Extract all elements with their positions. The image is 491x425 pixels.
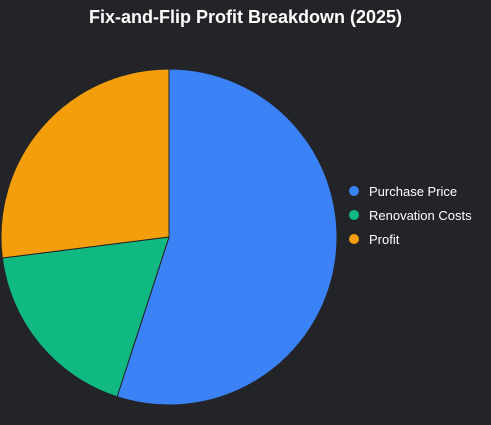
chart-title: Fix-and-Flip Profit Breakdown (2025): [88, 7, 403, 27]
pie-slice-profit: [0, 68, 170, 259]
legend-item-purchase-price: Purchase Price: [349, 179, 472, 203]
legend-swatch: [349, 210, 359, 220]
pie-slice-purchase-price: [116, 68, 338, 406]
legend-swatch: [349, 186, 359, 196]
legend-item-profit: Profit: [349, 227, 472, 251]
legend-label: Profit: [369, 231, 400, 247]
chart-legend: Purchase Price Renovation Costs Profit: [349, 179, 472, 251]
pie-slice-renovation-costs: [1, 236, 170, 398]
legend-swatch: [349, 234, 359, 244]
legend-item-renovation-costs: Renovation Costs: [349, 203, 472, 227]
legend-label: Renovation Costs: [369, 207, 472, 223]
legend-label: Purchase Price: [369, 183, 458, 199]
